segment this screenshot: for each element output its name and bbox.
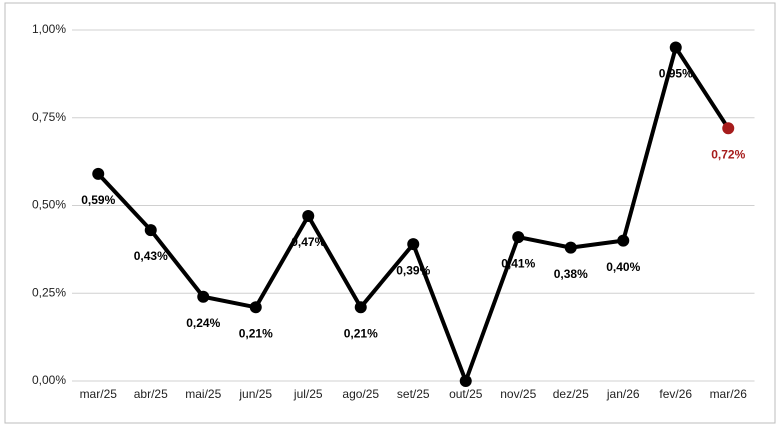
data-point [144,224,157,237]
data-point [459,375,472,387]
data-point [197,290,210,303]
data-label: 0,43% [134,249,168,263]
data-label: 0,21% [344,326,378,340]
x-tick-label: mar/26 [710,387,748,401]
x-tick-label: ago/25 [342,387,379,401]
y-tick-label: 1,00% [32,22,66,36]
x-tick-label: set/25 [397,387,430,401]
x-tick-label: out/25 [449,387,483,401]
data-point [92,167,105,180]
data-label: 0,21% [239,326,273,340]
x-tick-label: mar/25 [80,387,118,401]
data-label: 0,72% [711,147,745,161]
data-point [407,238,420,251]
y-tick-label: 0,00% [32,373,66,387]
x-tick-label: jun/25 [238,387,272,401]
data-point [669,41,682,54]
data-label: 0,24% [186,316,220,330]
y-tick-label: 0,50% [32,198,66,212]
x-tick-label: fev/26 [659,387,692,401]
data-point [249,301,262,314]
data-point [564,241,577,254]
data-point [302,210,315,223]
data-point [617,234,630,247]
x-tick-label: jan/26 [606,387,640,401]
data-point [354,301,367,314]
data-label: 0,95% [659,67,693,81]
x-tick-label: dez/25 [553,387,589,401]
x-tick-label: abr/25 [134,387,168,401]
x-tick-label: jul/25 [293,387,323,401]
data-point [512,231,525,244]
data-label: 0,39% [396,263,430,277]
x-tick-label: mai/25 [185,387,221,401]
data-label: 0,59% [81,193,115,207]
data-point [722,122,735,135]
y-tick-label: 0,25% [32,285,66,299]
y-tick-label: 0,75% [32,110,66,124]
data-label: 0,41% [501,256,535,270]
data-label: 0,40% [606,260,640,274]
data-label: 0,38% [554,267,588,281]
data-label: 0,47% [291,235,325,249]
x-tick-label: nov/25 [500,387,536,401]
